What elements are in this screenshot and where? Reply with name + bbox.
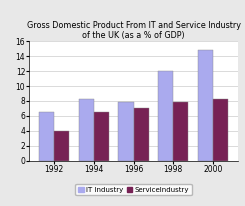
Legend: IT Industry, ServiceIndustry: IT Industry, ServiceIndustry	[75, 184, 192, 195]
Bar	[79, 99, 94, 161]
Title: Gross Domestic Product From IT and Service Industry of the UK (as a % of GDP): Gross Domestic Product From IT and Servi…	[26, 21, 241, 40]
Bar	[94, 112, 109, 161]
Bar	[39, 112, 54, 161]
Bar	[198, 50, 213, 161]
Bar	[158, 71, 173, 161]
Bar	[118, 102, 134, 161]
Bar	[213, 99, 228, 161]
Bar	[134, 108, 149, 161]
Bar	[54, 131, 69, 161]
Bar	[173, 102, 188, 161]
